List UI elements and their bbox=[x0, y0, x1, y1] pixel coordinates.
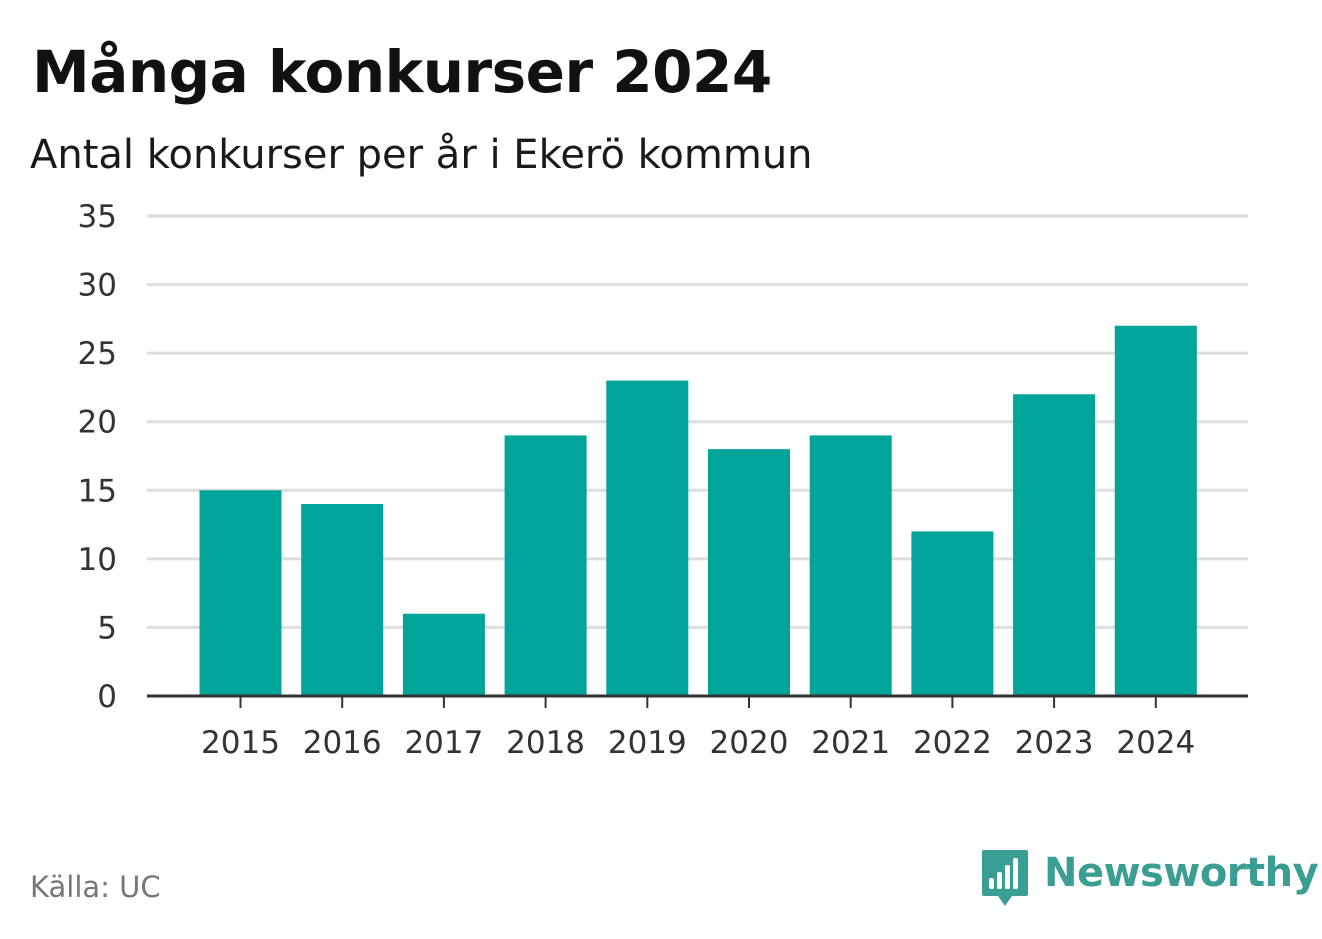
x-tick-label: 2024 bbox=[1116, 725, 1195, 761]
x-tick-label: 2022 bbox=[913, 725, 992, 761]
y-tick-label: 35 bbox=[78, 199, 117, 235]
y-axis-ticks: 0 5 10 15 20 25 30 35 bbox=[78, 199, 117, 715]
bar-2015 bbox=[199, 490, 282, 696]
bars bbox=[199, 325, 1197, 696]
y-tick-label: 20 bbox=[78, 405, 117, 441]
y-tick-label: 15 bbox=[78, 473, 117, 509]
x-tick-label: 2020 bbox=[710, 725, 789, 761]
bar-2017 bbox=[402, 613, 485, 696]
x-tick-label: 2021 bbox=[811, 725, 890, 761]
x-tick-label: 2015 bbox=[201, 725, 280, 761]
x-axis-ticks: 2015 2016 2017 2018 2019 2020 2021 2022 2023 2024 bbox=[201, 696, 1195, 761]
y-tick-label: 30 bbox=[78, 268, 117, 304]
bar-2022 bbox=[911, 531, 994, 696]
brand-name: Newsworthy bbox=[1044, 850, 1319, 896]
x-tick-label: 2018 bbox=[506, 725, 585, 761]
y-tick-label: 5 bbox=[97, 610, 117, 646]
bar-2024 bbox=[1114, 325, 1197, 696]
brand-logo: Newsworthy bbox=[980, 848, 1319, 912]
bar-2016 bbox=[301, 504, 384, 696]
bar-chart-speech-bubble-icon bbox=[982, 850, 1028, 906]
bar-2023 bbox=[1013, 394, 1096, 696]
x-tick-label: 2017 bbox=[404, 725, 483, 761]
bar-2018 bbox=[504, 435, 587, 696]
bar-2020 bbox=[708, 449, 790, 696]
y-tick-label: 10 bbox=[78, 542, 117, 578]
x-tick-label: 2019 bbox=[608, 725, 687, 761]
chart-title: Många konkurser 2024 bbox=[32, 38, 772, 106]
y-tick-label: 25 bbox=[78, 336, 117, 372]
bar-2021 bbox=[809, 435, 892, 696]
chart-subtitle: Antal konkurser per år i Ekerö kommun bbox=[30, 132, 813, 178]
bar-2019 bbox=[606, 380, 689, 696]
source-note: Källa: UC bbox=[30, 870, 161, 904]
y-tick-label: 0 bbox=[97, 679, 117, 715]
x-tick-label: 2016 bbox=[303, 725, 382, 761]
x-tick-label: 2023 bbox=[1015, 725, 1094, 761]
